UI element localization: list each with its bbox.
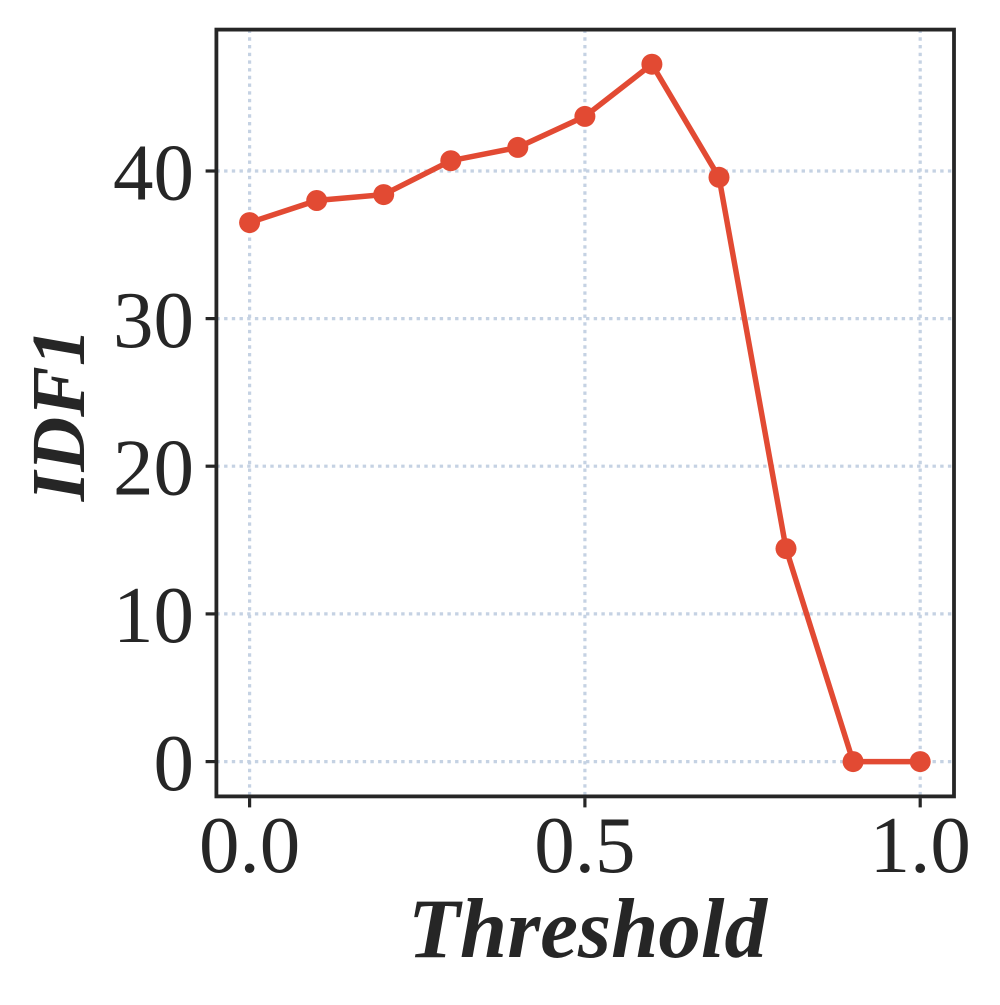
svg-text:10: 10: [113, 570, 194, 660]
svg-text:0.0: 0.0: [199, 800, 300, 890]
svg-text:20: 20: [113, 423, 194, 513]
svg-text:30: 30: [113, 275, 194, 365]
svg-text:0: 0: [154, 718, 195, 808]
svg-text:1.0: 1.0: [870, 800, 971, 890]
svg-text:Threshold: Threshold: [408, 882, 768, 976]
svg-text:0.5: 0.5: [534, 800, 635, 890]
svg-text:40: 40: [113, 127, 194, 217]
svg-text:IDF1: IDF1: [17, 328, 101, 502]
